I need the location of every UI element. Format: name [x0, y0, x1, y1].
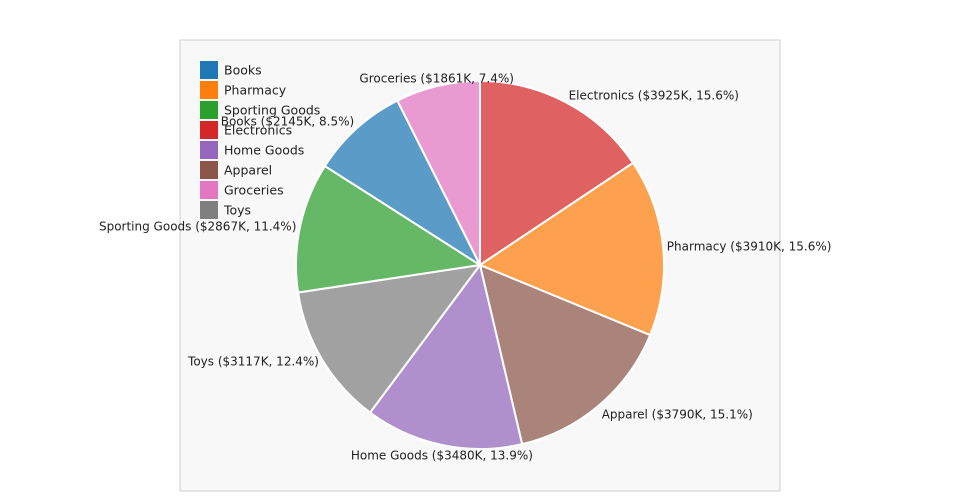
pie-slices	[295, 79, 665, 450]
legend-item-toys[interactable]: Toys	[200, 201, 251, 219]
pie-slice-toys[interactable]	[296, 263, 483, 414]
legend-swatch-books	[200, 61, 218, 79]
legend-label-apparel: Apparel	[224, 163, 272, 178]
pie-slice-apparel[interactable]	[478, 263, 652, 446]
slice-label-toys: Toys ($3117K, 12.4%)	[187, 355, 319, 369]
slice-label-books: Books ($2145K, 8.5%)	[221, 115, 354, 129]
pie-slice-books[interactable]	[323, 99, 483, 268]
slice-label-sporting-goods: Sporting Goods ($2867K, 11.4%)	[99, 219, 296, 233]
legend-item-books[interactable]: Books	[200, 61, 262, 79]
legend-item-sporting-goods[interactable]: Sporting Goods	[200, 101, 320, 119]
legend-label-sporting-goods: Sporting Goods	[224, 103, 320, 118]
slice-label-pharmacy: Pharmacy ($3910K, 15.6%)	[667, 240, 832, 254]
legend-swatch-sporting-goods	[200, 101, 218, 119]
legend-swatch-apparel	[200, 161, 218, 179]
slice-label-home-goods: Home Goods ($3480K, 13.9%)	[351, 449, 533, 463]
pie-slice-electronics[interactable]	[479, 79, 635, 267]
legend-label-toys: Toys	[223, 203, 251, 218]
legend-swatch-pharmacy	[200, 81, 218, 99]
legend-label-pharmacy: Pharmacy	[224, 83, 287, 98]
legend-item-pharmacy[interactable]: Pharmacy	[200, 81, 287, 99]
legend-item-home-goods[interactable]: Home Goods	[200, 141, 304, 159]
slice-label-groceries: Groceries ($1861K, 7.4%)	[359, 71, 514, 85]
pie-slice-sporting-goods[interactable]	[295, 164, 483, 294]
legend-item-groceries[interactable]: Groceries	[200, 181, 284, 199]
legend-item-electronics[interactable]: Electronics	[200, 121, 292, 139]
legend-label-books: Books	[224, 63, 262, 78]
pie-slice-pharmacy[interactable]	[477, 161, 665, 337]
pie-slice-groceries[interactable]	[395, 79, 481, 266]
legend-label-home-goods: Home Goods	[224, 143, 304, 158]
legend: Books Pharmacy Sporting Goods Electronics Ho…	[200, 61, 320, 219]
legend-swatch-electronics	[200, 121, 218, 139]
legend-label-groceries: Groceries	[224, 183, 284, 198]
legend-item-apparel[interactable]: Apparel	[200, 161, 272, 179]
legend-label-electronics: Electronics	[224, 123, 292, 138]
slice-label-electronics: Electronics ($3925K, 15.6%)	[569, 89, 739, 103]
legend-swatch-groceries	[200, 181, 218, 199]
slice-label-apparel: Apparel ($3790K, 15.1%)	[602, 408, 753, 422]
pie-slice-home-goods[interactable]	[368, 262, 524, 450]
legend-swatch-toys	[200, 201, 218, 219]
slice-labels: Electronics ($3925K, 15.6%) Pharmacy ($39…	[99, 71, 831, 462]
legend-swatch-home-goods	[200, 141, 218, 159]
